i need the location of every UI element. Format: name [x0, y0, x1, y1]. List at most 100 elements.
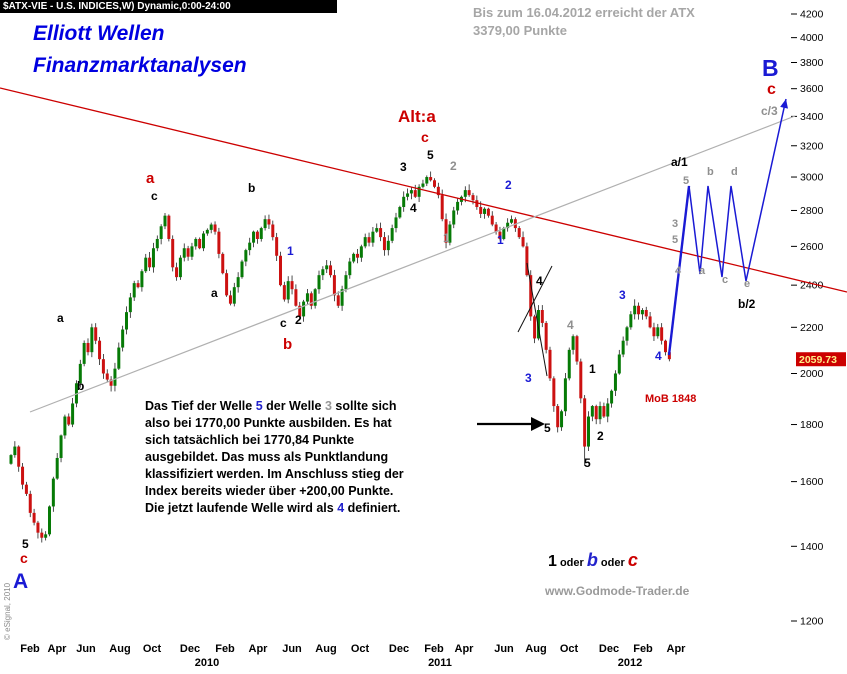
wave-label: 5: [427, 148, 434, 162]
x-axis-month: Apr: [249, 643, 269, 655]
candle-body: [244, 250, 248, 262]
wave-label: 4: [675, 265, 682, 277]
wave-label: 4: [655, 349, 662, 363]
candle-body: [225, 273, 229, 296]
candle-body: [305, 293, 309, 302]
candle-body: [348, 261, 352, 276]
candle-body: [356, 253, 359, 258]
candle-body: [279, 255, 282, 286]
candle-body: [36, 522, 40, 533]
alternative-count-segment: oder: [556, 557, 587, 569]
candle-body: [155, 238, 159, 249]
annotation-arrowhead: [531, 417, 545, 431]
candle-body: [228, 295, 232, 304]
y-axis-label: 2600: [800, 241, 824, 253]
wave-label: 4: [536, 274, 543, 288]
wave-label: a/1: [671, 155, 688, 169]
candle-body: [294, 289, 298, 306]
candle-body: [151, 248, 155, 268]
candle-body: [159, 226, 163, 239]
candle-body: [436, 186, 440, 196]
candle-body: [309, 293, 313, 306]
candle-body: [617, 354, 621, 374]
candle-body: [394, 217, 398, 229]
wave-label: c: [767, 81, 776, 98]
candle-body: [429, 177, 433, 181]
candle-body: [560, 411, 564, 428]
candle-body: [117, 347, 121, 369]
y-axis-label: 4200: [800, 9, 824, 21]
candle-body: [490, 215, 494, 225]
candle-body: [194, 238, 198, 247]
analysis-text-line: also bei 1770,00 Punkte ausbilden. Es ha…: [145, 415, 404, 432]
wave-label: 1: [287, 244, 294, 258]
y-axis-label: 1600: [800, 476, 824, 488]
candle-body: [544, 322, 548, 350]
candle-body: [86, 342, 90, 353]
window-title: $ATX-VIE - U.S. INDICES,W) Dynamic,0:00-…: [3, 1, 231, 12]
x-axis-month: Feb: [215, 643, 235, 655]
wave-label: MoB 1848: [645, 393, 696, 405]
candle-body: [390, 228, 394, 241]
candle-body: [44, 534, 48, 538]
candle-body: [329, 265, 333, 276]
candle-body: [463, 190, 467, 197]
candle-body: [475, 200, 479, 208]
annotation-line: [517, 265, 553, 333]
analysis-text-segment: der Welle: [262, 399, 325, 413]
candle-body: [167, 215, 171, 239]
candle-body: [556, 406, 560, 428]
candle-body: [637, 305, 641, 315]
esignal-copyright: © eSignal, 2010: [3, 582, 12, 640]
x-axis-month: Dec: [599, 643, 619, 655]
wave-label: A: [13, 570, 28, 593]
x-axis-month: Oct: [351, 643, 370, 655]
candle-body: [332, 275, 336, 296]
candle-body: [140, 271, 144, 288]
site-watermark: www.Godmode-Trader.de: [545, 584, 690, 598]
candle-body: [271, 224, 275, 238]
candle-body: [121, 329, 125, 348]
analysis-text-segment: Das Tief der Welle: [145, 399, 256, 413]
candle-body: [321, 269, 325, 276]
candle-body: [317, 275, 321, 290]
analysis-text-line: klassifiziert werden. Im Anschluss stieg…: [145, 466, 404, 483]
candle-body: [94, 327, 98, 341]
candle-body: [648, 316, 652, 328]
wave-label: 4: [567, 318, 574, 332]
candle-body: [398, 207, 402, 218]
wave-label: a: [146, 170, 155, 187]
y-axis-label: 2000: [800, 368, 824, 380]
x-axis-year: 2012: [618, 657, 642, 669]
candle-body: [575, 336, 579, 362]
candle-body: [109, 379, 113, 386]
x-axis-month: Oct: [560, 643, 579, 655]
candle-body: [298, 305, 302, 317]
candle-body: [90, 327, 94, 353]
analysis-text-segment: 3: [324, 399, 332, 413]
candle-body: [182, 248, 186, 258]
candle-body: [178, 257, 182, 278]
candle-body: [610, 390, 614, 404]
candle-body: [567, 349, 571, 379]
candle-body: [379, 228, 383, 238]
y-axis-label: 1800: [800, 419, 824, 431]
candle-body: [536, 310, 540, 339]
wave-label: 3: [619, 288, 626, 302]
candle-body: [656, 327, 660, 337]
support-trendline: [29, 115, 796, 413]
candle-body: [221, 253, 225, 274]
candle-body: [483, 208, 487, 214]
candle-body: [494, 224, 498, 232]
candle-body: [21, 466, 25, 485]
last-price-marker: [796, 352, 846, 367]
analysis-text-segment: sollte sich: [331, 399, 397, 413]
candle-body: [613, 373, 617, 391]
candle-body: [359, 246, 363, 258]
target-note-line-1: Bis zum 16.04.2012 erreicht der ATX: [473, 5, 695, 20]
candle-body: [17, 446, 21, 467]
wave-label: c: [722, 274, 728, 286]
alternative-count-label: 1 oder b oder c: [548, 550, 638, 571]
